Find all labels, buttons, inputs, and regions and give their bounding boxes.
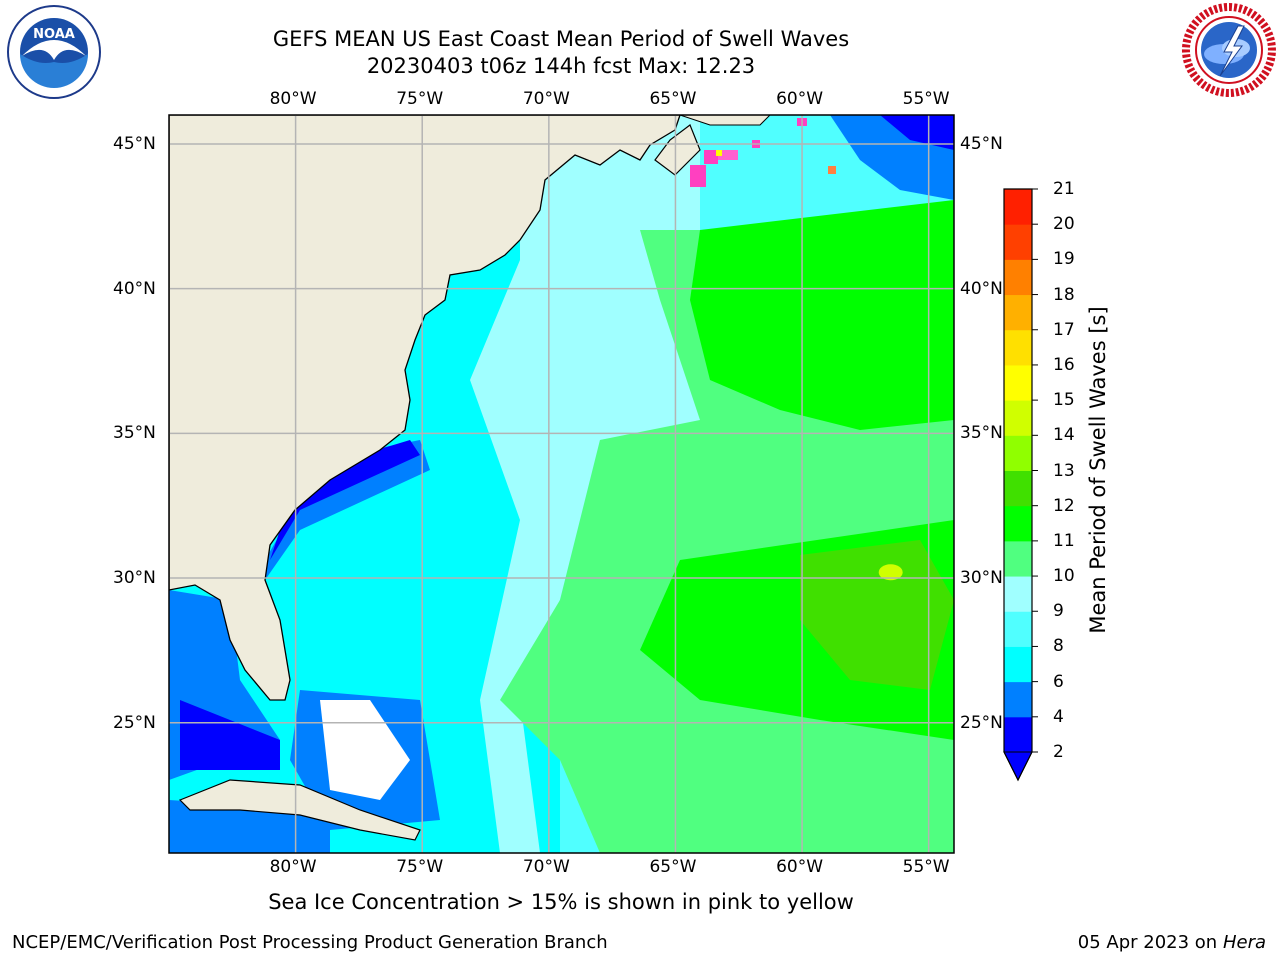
colorbar-segment [1004, 329, 1032, 366]
footer-date: 05 Apr 2023 on Hera [1078, 932, 1266, 953]
colorbar-tick-label: 14 [1053, 425, 1075, 446]
lat-tick-label-left: 35°N [113, 423, 156, 444]
map-gridlines [169, 115, 954, 853]
lon-tick-label-top: 70°W [522, 89, 570, 109]
colorbar-segment [1004, 540, 1032, 577]
colorbar [1003, 188, 1038, 782]
colorbar-tick-label: 15 [1053, 390, 1075, 411]
footer-credit: NCEP/EMC/Verification Post Processing Pr… [12, 932, 608, 953]
lat-tick-label-right: 25°N [960, 712, 1003, 733]
lon-tick-label-bottom: 55°W [902, 857, 950, 877]
map-field [169, 115, 954, 853]
lon-tick-label-bottom: 60°W [776, 857, 824, 877]
lat-tick-label-right: 35°N [960, 423, 1003, 444]
chart-subtitle: 20230403 t06z 144h fcst Max: 12.23 [366, 54, 756, 78]
colorbar-tick-label: 16 [1053, 354, 1075, 375]
land-cuba [178, 779, 421, 841]
colorbar-segment [1004, 611, 1032, 647]
colorbar-segment [1004, 505, 1032, 542]
land-north-america [169, 115, 681, 701]
colorbar-segment [1004, 224, 1032, 260]
colorbar-tick-label: 18 [1053, 284, 1075, 305]
colorbar-tick-label: 2 [1053, 742, 1064, 762]
max-value-region [878, 564, 903, 581]
colorbar-tick-label: 17 [1053, 319, 1075, 340]
colorbar-segment [1004, 716, 1032, 753]
colorbar-tick-label: 11 [1053, 530, 1075, 551]
lon-tick-label-bottom: 65°W [649, 857, 697, 877]
lat-tick-label-left: 30°N [113, 568, 156, 589]
region-2-4s-coastal [265, 440, 430, 580]
sea-ice-note: Sea Ice Concentration > 15% is shown in … [268, 890, 854, 914]
colorbar-tick-label: 10 [1053, 566, 1075, 587]
colorbar-tick-label: 21 [1053, 179, 1075, 199]
colorbar-segment [1004, 294, 1032, 331]
colorbar-segment [1004, 364, 1032, 401]
colorbar-segment [1004, 189, 1032, 225]
colorbar-segment [1004, 435, 1032, 471]
colorbar-title: Mean Period of Swell Waves [s] [1086, 306, 1110, 634]
region-lt2s-coastal [270, 440, 420, 560]
region-gulf-lt2s [180, 700, 280, 770]
lat-tick-label-right: 30°N [960, 568, 1003, 589]
lon-tick-label-top: 80°W [269, 89, 317, 109]
colorbar-segment [1004, 576, 1032, 612]
colorbar-tick-label: 13 [1053, 460, 1075, 481]
lon-tick-label-top: 60°W [776, 89, 824, 109]
colorbar-tick-label: 6 [1053, 671, 1064, 692]
colorbar-frame [1003, 188, 1033, 782]
lon-tick-label-bottom: 75°W [396, 857, 444, 877]
colorbar-tick-label: 20 [1053, 214, 1075, 235]
colorbar-extend-low [1003, 751, 1033, 782]
land-maritimes [679, 115, 771, 126]
colorbar-tick-label: 19 [1053, 249, 1075, 270]
lon-tick-label-bottom: 80°W [269, 857, 317, 877]
colorbar-segment [1004, 681, 1032, 718]
noaa-logo-text: NOAA [33, 27, 75, 42]
lon-tick-label-top: 75°W [396, 89, 444, 109]
lat-tick-label-right: 40°N [960, 278, 1003, 299]
region-bahamas-shallow [320, 700, 410, 800]
region-lt2s-northeast [880, 115, 954, 150]
lon-tick-label-top: 65°W [649, 89, 697, 109]
colorbar-segment [1004, 259, 1032, 296]
colorbar-tick-label: 12 [1053, 495, 1075, 516]
region-10-11s-north [690, 200, 954, 430]
lat-tick-label-left: 40°N [113, 278, 156, 299]
lon-tick-label-bottom: 70°W [522, 857, 570, 877]
footer-host: Hera [1222, 932, 1266, 953]
colorbar-segment [1004, 470, 1032, 507]
colorbar-segment [1004, 400, 1032, 436]
colorbar-tick-label: 9 [1053, 601, 1064, 622]
colorbar-tick-label: 4 [1053, 706, 1064, 727]
map-frame [168, 114, 955, 854]
colorbar-tick-label: 8 [1053, 636, 1064, 657]
chart-title: GEFS MEAN US East Coast Mean Period of S… [272, 27, 850, 51]
nws-logo [1182, 3, 1276, 97]
footer-date-text: 05 Apr 2023 on [1077, 932, 1223, 953]
lat-tick-label-right: 45°N [960, 133, 1003, 154]
noaa-logo: NOAA [7, 5, 101, 99]
lat-tick-label-left: 25°N [113, 712, 156, 733]
colorbar-segment [1004, 646, 1032, 683]
lon-tick-label-top: 55°W [902, 89, 950, 109]
lat-tick-label-left: 45°N [113, 133, 156, 154]
